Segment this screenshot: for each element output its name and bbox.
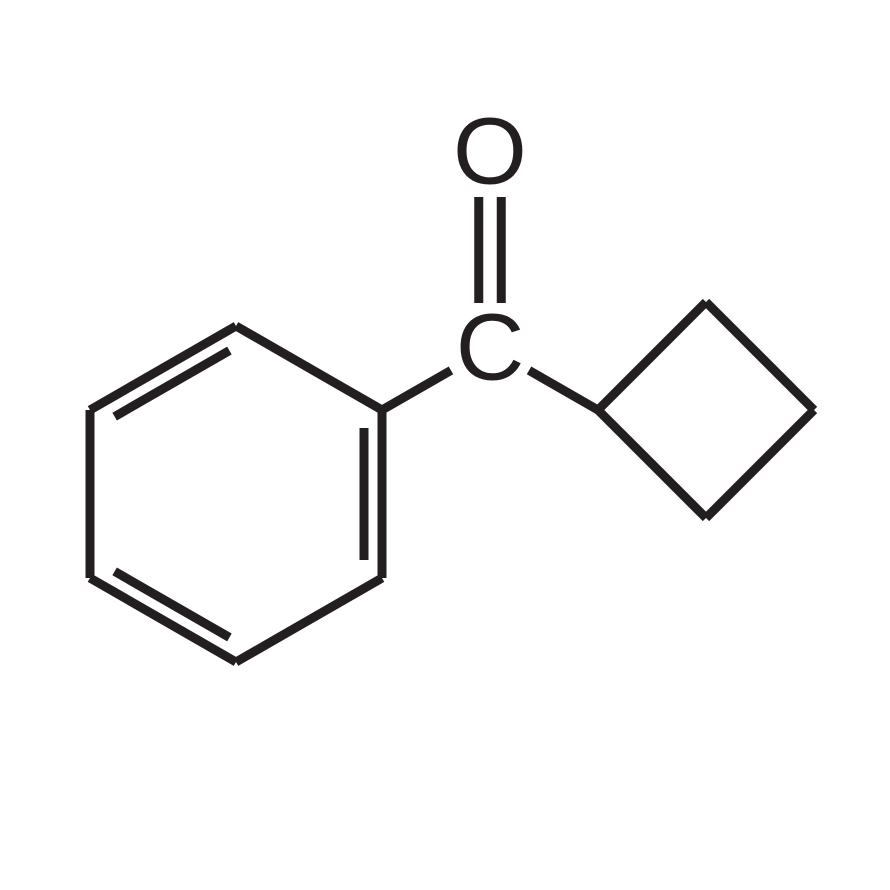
molecule-canvas: O C xyxy=(0,0,890,890)
molecule-svg xyxy=(0,0,890,890)
oxygen-atom-label: O xyxy=(453,105,527,200)
carbon-atom-label: C xyxy=(456,301,525,396)
